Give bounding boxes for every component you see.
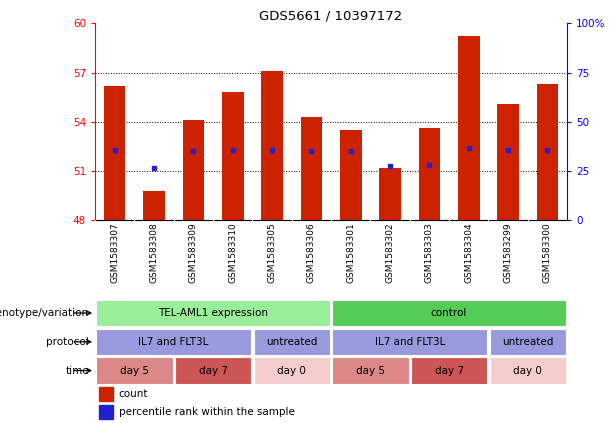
Text: GSM1583307: GSM1583307 <box>110 223 119 283</box>
Bar <box>254 357 330 384</box>
Bar <box>261 71 283 220</box>
Bar <box>175 357 251 384</box>
Text: day 0: day 0 <box>513 365 542 376</box>
Bar <box>411 357 487 384</box>
Bar <box>254 329 330 355</box>
Text: GSM1583300: GSM1583300 <box>543 223 552 283</box>
Text: protocol: protocol <box>46 337 89 347</box>
Bar <box>536 84 558 220</box>
Text: untreated: untreated <box>266 337 318 347</box>
Bar <box>99 405 113 419</box>
Text: GSM1583303: GSM1583303 <box>425 223 434 283</box>
Text: time: time <box>65 365 89 376</box>
Text: GSM1583306: GSM1583306 <box>307 223 316 283</box>
Bar <box>490 357 566 384</box>
Text: day 7: day 7 <box>199 365 227 376</box>
Bar <box>96 300 330 326</box>
Bar <box>143 191 165 220</box>
Bar <box>340 130 362 220</box>
Bar <box>497 104 519 220</box>
Text: untreated: untreated <box>502 337 554 347</box>
Text: GSM1583305: GSM1583305 <box>267 223 276 283</box>
Text: day 0: day 0 <box>277 365 306 376</box>
Text: GSM1583302: GSM1583302 <box>386 223 395 283</box>
Text: day 5: day 5 <box>356 365 385 376</box>
Text: GSM1583299: GSM1583299 <box>503 223 512 283</box>
Title: GDS5661 / 10397172: GDS5661 / 10397172 <box>259 9 403 22</box>
Text: day 7: day 7 <box>435 365 463 376</box>
Bar <box>332 357 408 384</box>
Bar <box>99 387 113 401</box>
Bar <box>183 120 204 220</box>
Text: IL7 and FLT3L: IL7 and FLT3L <box>139 337 209 347</box>
Text: control: control <box>431 308 467 318</box>
Text: GSM1583309: GSM1583309 <box>189 223 198 283</box>
Text: percentile rank within the sample: percentile rank within the sample <box>119 407 294 417</box>
Text: TEL-AML1 expression: TEL-AML1 expression <box>158 308 268 318</box>
Text: genotype/variation: genotype/variation <box>0 308 89 318</box>
Text: IL7 and FLT3L: IL7 and FLT3L <box>375 337 445 347</box>
Text: GSM1583308: GSM1583308 <box>150 223 159 283</box>
Text: GSM1583301: GSM1583301 <box>346 223 355 283</box>
Bar <box>104 86 126 220</box>
Bar <box>96 329 251 355</box>
Text: count: count <box>119 389 148 399</box>
Text: day 5: day 5 <box>120 365 149 376</box>
Bar <box>458 36 479 220</box>
Text: GSM1583304: GSM1583304 <box>464 223 473 283</box>
Bar <box>96 357 172 384</box>
Bar <box>379 168 401 220</box>
Text: GSM1583310: GSM1583310 <box>228 223 237 283</box>
Bar <box>419 129 440 220</box>
Bar <box>490 329 566 355</box>
Bar <box>222 92 243 220</box>
Bar <box>332 329 487 355</box>
Bar <box>300 117 322 220</box>
Bar <box>332 300 566 326</box>
